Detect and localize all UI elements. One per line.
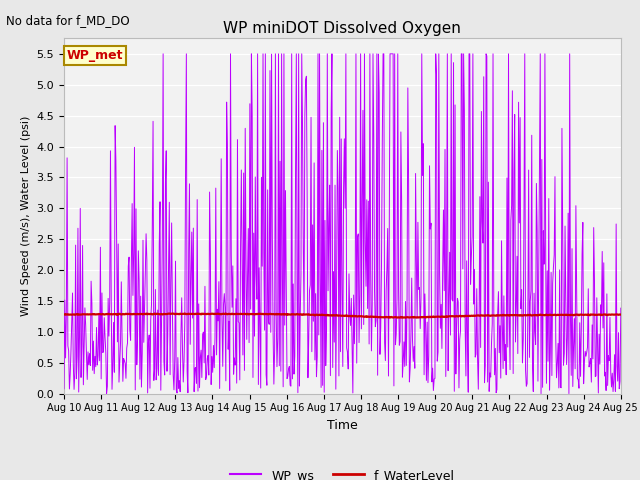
Text: No data for f_MD_DO: No data for f_MD_DO [6, 14, 130, 27]
WP_ws [159, 51, 167, 57]
f_WaterLevel [60, 312, 68, 317]
f_WaterLevel [70, 312, 78, 317]
WP_ws [537, 391, 545, 396]
f_WaterLevel [412, 314, 419, 320]
Line: WP_ws: WP_ws [64, 54, 621, 394]
f_WaterLevel [181, 311, 189, 316]
f_WaterLevel [214, 311, 222, 317]
WP_ws [617, 305, 625, 311]
WP_ws [214, 318, 222, 324]
f_WaterLevel [428, 314, 436, 320]
Line: f_WaterLevel: f_WaterLevel [64, 313, 621, 318]
WP_ws [185, 248, 193, 254]
f_WaterLevel [402, 315, 410, 321]
WP_ws [60, 386, 68, 392]
Text: WP_met: WP_met [67, 49, 124, 62]
WP_ws [127, 260, 135, 266]
f_WaterLevel [185, 311, 193, 317]
f_WaterLevel [127, 311, 135, 317]
Legend: WP_ws, f_WaterLevel: WP_ws, f_WaterLevel [225, 464, 460, 480]
WP_ws [70, 386, 78, 392]
WP_ws [428, 220, 435, 226]
f_WaterLevel [617, 312, 625, 317]
WP_ws [411, 365, 419, 371]
X-axis label: Time: Time [327, 419, 358, 432]
Title: WP miniDOT Dissolved Oxygen: WP miniDOT Dissolved Oxygen [223, 21, 461, 36]
Y-axis label: Wind Speed (m/s), Water Level (psi): Wind Speed (m/s), Water Level (psi) [21, 116, 31, 316]
